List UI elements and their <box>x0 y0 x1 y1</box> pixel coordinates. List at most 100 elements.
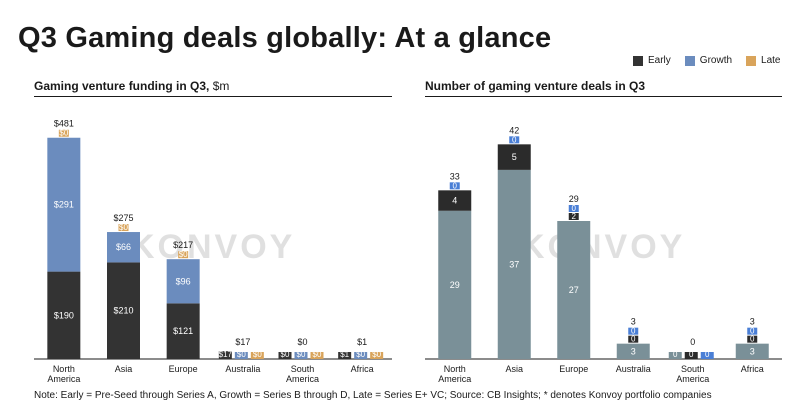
deals-bar-early <box>616 343 650 359</box>
deals-category-label: America <box>438 374 471 384</box>
legend-label-early: Early <box>648 55 671 66</box>
deals-bar-late <box>509 136 520 144</box>
deals-category-label: Africa <box>741 364 764 374</box>
legend-swatch-late <box>746 55 757 66</box>
deals-bar-growth <box>497 144 531 170</box>
funding-chart-unit: $m <box>212 79 230 93</box>
legend-item-early: Early <box>633 55 671 66</box>
funding-bar-early <box>338 352 352 359</box>
deals-bar-growth <box>628 335 639 343</box>
funding-category-label: North <box>53 364 75 374</box>
deals-category-label: America <box>676 374 709 384</box>
funding-bar-label: $0 <box>313 350 322 359</box>
funding-bar-label: $0 <box>281 350 290 359</box>
funding-bar-growth <box>294 352 308 359</box>
deals-bar-label: 37 <box>509 259 519 269</box>
deals-total-label: 3 <box>750 317 755 327</box>
funding-title-rule <box>34 96 392 97</box>
funding-category-label: Europe <box>169 364 198 374</box>
funding-bar-label: $0 <box>237 350 246 359</box>
deals-bar-label: 3 <box>631 346 636 356</box>
legend-label-late: Late <box>761 55 781 66</box>
deals-bar-label: 0 <box>453 181 458 190</box>
funding-bar-label: $291 <box>54 200 74 210</box>
deals-chart-title: Number of gaming venture deals in Q3 <box>425 79 646 93</box>
funding-total-label: $17 <box>235 337 250 347</box>
deals-total-label: 33 <box>450 171 460 181</box>
funding-bar-label: $0 <box>119 223 128 232</box>
deals-bar-late <box>449 182 460 190</box>
funding-bar-growth <box>166 259 200 304</box>
funding-bar-label: $0 <box>59 129 68 138</box>
funding-bar-label: $0 <box>372 350 381 359</box>
deals-bar-label: 29 <box>450 280 460 290</box>
funding-bar-late <box>58 129 69 137</box>
funding-bar-growth <box>354 352 368 359</box>
deals-bar-label: 3 <box>750 346 755 356</box>
deals-bar-label: 0 <box>689 350 694 359</box>
funding-bar-late <box>370 352 384 359</box>
funding-bar-late <box>118 224 129 232</box>
funding-bar-label: $121 <box>173 326 193 336</box>
legend: Early Growth Late <box>633 55 781 66</box>
legend-item-growth: Growth <box>684 55 732 66</box>
funding-category-label: America <box>286 374 319 384</box>
deals-bar-late <box>568 205 579 212</box>
funding-bar-label: $96 <box>176 276 191 286</box>
funding-bar-label: $210 <box>113 306 133 316</box>
deals-bar-label: 0 <box>631 327 636 336</box>
deals-bar-label: 0 <box>631 335 636 344</box>
funding-bar-late <box>250 352 264 359</box>
legend-swatch-growth <box>684 55 695 66</box>
deals-category-label: South <box>681 364 705 374</box>
deals-bar-label: 2 <box>572 212 577 221</box>
deals-bar-label: 4 <box>452 196 457 206</box>
deals-bar-growth <box>438 190 472 211</box>
deals-total-label: 29 <box>569 194 579 204</box>
funding-category-label: Australia <box>225 364 260 374</box>
funding-bar-growth <box>234 352 248 359</box>
deals-title-rule <box>425 96 782 97</box>
deals-category-label: Europe <box>559 364 588 374</box>
watermark-left: KONVOY <box>130 228 296 266</box>
deals-bar-growth <box>747 335 758 343</box>
deals-bar-early <box>438 210 472 359</box>
deals-bar-early <box>557 221 591 359</box>
deals-bar-growth <box>568 213 579 220</box>
deals-bar-label: 0 <box>512 135 517 144</box>
funding-bar-label: $190 <box>54 310 74 320</box>
funding-bar-late <box>178 251 189 259</box>
deals-bar-late <box>747 327 758 335</box>
deals-total-label: 42 <box>509 125 519 135</box>
funding-bar-label: $0 <box>297 350 306 359</box>
funding-total-label: $481 <box>54 119 74 129</box>
deals-total-label: 0 <box>690 337 695 347</box>
deals-bar-growth <box>684 352 698 359</box>
funding-bar-early <box>218 351 232 359</box>
deals-bar-label: 5 <box>512 152 517 162</box>
legend-item-late: Late <box>746 55 781 66</box>
funding-bar-label: $17 <box>219 350 233 359</box>
deals-bar-label: 0 <box>750 335 755 344</box>
deals-category-label: North <box>444 364 466 374</box>
deals-bar-label: 0 <box>572 204 577 213</box>
deals-bar-label: 0 <box>705 350 710 359</box>
funding-bar-label: $0 <box>179 250 188 259</box>
funding-category-label: America <box>47 374 80 384</box>
deals-bar-late <box>628 327 639 335</box>
funding-bar-label: $0 <box>253 350 262 359</box>
funding-category-label: South <box>291 364 315 374</box>
footnote: Note: Early = Pre-Seed through Series A,… <box>34 390 712 401</box>
deals-bar-label: 0 <box>750 327 755 336</box>
deals-bar-label: 0 <box>673 350 678 359</box>
funding-bar-growth <box>107 232 140 263</box>
funding-chart-title-text: Gaming venture funding in Q3, <box>34 79 210 93</box>
funding-total-label: $0 <box>297 337 307 347</box>
funding-bar-label: $0 <box>356 350 365 359</box>
deals-bar-early <box>735 343 769 359</box>
funding-bar-label: $66 <box>116 242 131 252</box>
deals-bar-late <box>700 352 714 359</box>
legend-swatch-early <box>633 55 643 66</box>
deals-category-label: Asia <box>505 364 523 374</box>
